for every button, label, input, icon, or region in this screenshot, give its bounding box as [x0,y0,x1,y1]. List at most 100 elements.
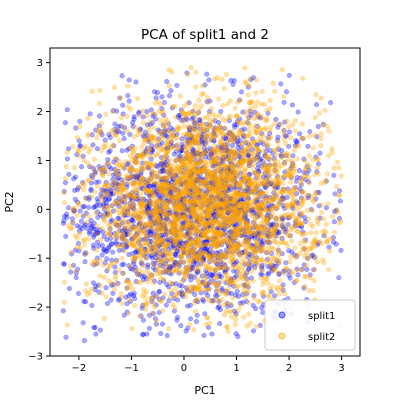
point-split1 [154,143,160,149]
point-split1 [224,247,230,253]
point-split1 [310,252,316,258]
point-split1 [254,184,260,190]
point-split1 [270,150,276,156]
point-split1 [248,77,254,83]
point-split1 [158,232,165,238]
point-split1 [213,293,219,299]
point-split1 [127,168,133,174]
point-split2 [312,114,318,121]
point-split1 [219,157,226,163]
point-split2 [116,137,123,143]
point-split1 [241,248,248,255]
point-split2 [75,148,81,155]
point-split1 [250,328,257,334]
point-split2 [318,131,324,137]
point-split1 [203,241,209,247]
point-split1 [176,216,182,222]
point-split1 [144,204,150,210]
point-split1 [181,201,187,208]
point-split1 [165,210,172,216]
point-split1 [69,216,75,222]
point-split2 [135,96,141,102]
point-split1 [313,102,320,108]
point-split1 [283,226,289,232]
point-split1 [255,161,261,168]
point-split1 [246,142,252,148]
point-split1 [95,282,101,288]
point-split2 [329,146,335,152]
point-split2 [208,247,214,253]
point-split1 [216,120,222,126]
point-split1 [192,151,198,157]
point-split1 [210,237,217,243]
point-split1 [165,128,172,134]
point-split1 [206,250,212,256]
point-split2 [161,291,168,297]
point-split2 [195,199,201,205]
point-split1 [175,239,181,245]
point-split1 [224,148,230,154]
point-split1 [215,255,221,261]
point-split1 [246,265,252,272]
point-split1 [164,257,170,263]
point-split1 [202,176,209,182]
point-split1 [226,154,232,160]
point-split1 [278,81,284,87]
point-split2 [316,110,322,116]
point-split1 [218,177,224,183]
point-split1 [194,178,200,184]
point-split1 [230,170,236,176]
point-split2 [83,196,89,202]
point-split2 [220,116,226,122]
point-split1 [231,175,237,181]
point-split2 [275,182,281,188]
point-split1 [170,281,176,287]
point-split1 [167,211,173,217]
point-split1 [223,280,229,286]
point-split2 [203,275,209,281]
point-split1 [90,174,96,181]
point-split2 [82,241,88,248]
point-split1 [238,206,244,212]
point-split1 [119,242,126,248]
point-split1 [146,211,152,217]
point-split1 [64,156,70,162]
point-split1 [115,181,121,187]
point-split1 [184,181,190,187]
point-split2 [274,152,280,158]
point-split2 [183,202,189,208]
point-split1 [192,166,198,172]
point-split2 [278,121,284,128]
point-split1 [260,141,266,147]
point-split2 [207,181,213,187]
point-split1 [328,100,334,106]
point-split1 [209,186,215,192]
point-split1 [238,232,244,239]
point-split1 [240,300,246,306]
point-split2 [285,205,291,211]
point-split2 [89,194,95,200]
point-split1 [246,266,252,272]
point-split1 [61,261,67,267]
point-split1 [105,210,111,216]
point-split1 [128,291,134,297]
point-split2 [127,153,133,159]
point-split1 [98,129,104,135]
point-split1 [149,148,155,154]
point-split2 [282,186,288,192]
point-split1 [229,161,235,167]
point-split2 [193,69,199,75]
point-split1 [252,200,258,206]
point-split2 [112,85,118,91]
point-split1 [280,194,286,200]
point-split1 [220,261,226,267]
point-split1 [75,240,82,246]
point-split1 [191,226,197,232]
scatter-points [60,65,344,344]
point-split2 [120,228,126,234]
point-split1 [239,127,245,133]
point-split2 [72,268,78,274]
point-split1 [247,108,253,114]
point-split1 [131,180,137,186]
point-split1 [126,251,132,258]
